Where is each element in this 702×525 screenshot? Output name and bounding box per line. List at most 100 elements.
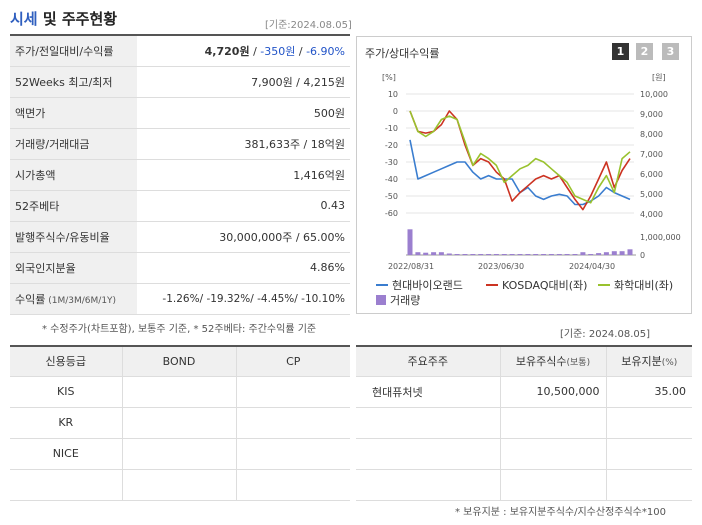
table-cell: [356, 407, 501, 439]
stats-row: 주가/전일대비/수익률 4,720원 / -350원 / -6.90%: [10, 36, 350, 68]
table-row: [356, 438, 692, 470]
table-row: [10, 469, 350, 501]
right-axis-tick-label: 6,000: [640, 170, 663, 179]
major-shareholders-table: 주요주주 보유주식수(보통) 보유지분(%) 현대퓨처넷 10,500,000 35…: [356, 345, 692, 501]
column-header: BOND: [122, 346, 237, 377]
left-axis-unit: [%]: [382, 73, 396, 82]
table-cell: KIS: [10, 376, 123, 408]
volume-bar: [611, 251, 617, 255]
legend-swatch: [376, 295, 386, 305]
right-axis-tick-label: 7,000: [640, 150, 663, 159]
table-cell: [606, 407, 692, 439]
stats-top-border: [10, 34, 350, 36]
column-header: 주요주주: [356, 346, 501, 377]
table-row: KIS: [10, 376, 350, 408]
volume-tick-zero: 0: [640, 251, 645, 260]
left-axis-tick-label: -30: [385, 158, 398, 167]
right-axis-ticks: 10,000 9,000 8,000 7,000 6,000 5,000 4,000: [640, 90, 668, 219]
stats-label: 52Weeks 최고/최저: [10, 66, 137, 99]
table-cell: [122, 407, 237, 439]
table-row: NICE: [10, 438, 350, 470]
volume-tick-max: 1,000,000: [640, 233, 681, 242]
chart-page-3-button[interactable]: 3: [662, 43, 679, 60]
left-axis-tick-label: -20: [385, 141, 398, 150]
legend-item-volume: 거래량: [376, 292, 420, 308]
x-tick-label: 2024/04/30: [569, 262, 615, 271]
volume-bar: [596, 253, 602, 255]
table-cell: [122, 469, 237, 501]
stats-value: 0.43: [137, 190, 350, 222]
table-cell: [236, 407, 350, 439]
table-cell: [356, 469, 501, 501]
series-line: [409, 110, 631, 204]
left-axis-tick-label: 0: [393, 107, 398, 116]
table-cell: [10, 469, 123, 501]
table-cell: [236, 469, 350, 501]
column-header: 보유지분(%): [606, 346, 692, 377]
table-row: [356, 469, 692, 501]
chart-title: 주가/상대수익률: [365, 47, 440, 60]
table-row: 현대퓨처넷 10,500,000 35.00: [356, 376, 692, 408]
stats-row: 시가총액 1,416억원: [10, 159, 350, 191]
table-row: [356, 407, 692, 439]
volume-bar: [486, 254, 492, 255]
volume-bar: [454, 254, 460, 255]
volume-bar: [588, 254, 594, 255]
volume-bar: [580, 252, 586, 256]
stats-row: 수익률 (1M/3M/6M/1Y) -1.26%/ -19.32%/ -4.45…: [10, 283, 350, 315]
table-header-row: 주요주주 보유주식수(보통) 보유지분(%): [356, 346, 692, 377]
table-cell: [122, 376, 237, 408]
stats-footnote: * 수정주가(차트포함), 보통주 기준, * 52주베타: 주간수익률 기준: [42, 324, 317, 335]
table-cell: [356, 438, 501, 470]
table-cell: 35.00: [606, 376, 692, 408]
stats-row: 외국인지분율 4.86%: [10, 252, 350, 284]
volume-bar: [478, 254, 484, 255]
volume-bar: [564, 254, 570, 255]
volume-bar: [556, 254, 562, 255]
stats-value: 7,900원 / 4,215원: [137, 66, 350, 99]
stats-row: 발행주식수/유동비율 30,000,000주 / 65.00%: [10, 221, 350, 253]
holders-footnote: * 보유지분 : 보유지분주식수/지수산정주식수*100: [455, 507, 666, 518]
table-cell: [122, 438, 237, 470]
stats-value: 500원: [137, 97, 350, 130]
chart-page-2-button[interactable]: 2: [636, 43, 653, 60]
table-cell: [236, 376, 350, 408]
left-axis-ticks: 10 0 -10 -20 -30 -40 -50 -60: [385, 90, 398, 218]
volume-bar: [533, 254, 539, 255]
column-header: 보유주식수(보통): [500, 346, 607, 377]
volume-bars: [407, 229, 633, 256]
volume-bar: [446, 253, 452, 255]
table-cell: 10,500,000: [500, 376, 607, 408]
table-row: KR: [10, 407, 350, 439]
stats-value: 1,416억원: [137, 159, 350, 191]
right-axis-unit: [원]: [652, 73, 666, 82]
stats-row: 52Weeks 최고/최저 7,900원 / 4,215원: [10, 66, 350, 99]
stats-value: -1.26%/ -19.32%/ -4.45%/ -10.10%: [137, 283, 350, 315]
table-cell: [500, 438, 607, 470]
chart-panel: [356, 36, 692, 314]
stats-label: 주가/전일대비/수익률: [10, 36, 137, 68]
series-line: [409, 110, 631, 211]
left-axis-tick-label: -10: [385, 124, 398, 133]
volume-bar: [619, 251, 625, 255]
volume-bar: [407, 229, 413, 255]
table-cell: [606, 438, 692, 470]
legend-item-company: 현대바이오랜드: [376, 277, 463, 293]
table-cell: [236, 438, 350, 470]
chart-gridlines: [406, 93, 634, 214]
stats-value: 4,720원 / -350원 / -6.90%: [137, 36, 350, 68]
stats-value: 381,633주 / 18억원: [137, 128, 350, 161]
table-cell: [500, 407, 607, 439]
legend-swatch: [486, 284, 498, 286]
table-cell: NICE: [10, 438, 123, 470]
stats-row: 거래량/거래대금 381,633주 / 18억원: [10, 128, 350, 161]
column-header: 신용등급: [10, 346, 123, 377]
chart-page-1-button[interactable]: 1: [612, 43, 629, 60]
right-axis-tick-label: 10,000: [640, 90, 668, 99]
right-axis-tick-label: 8,000: [640, 130, 663, 139]
table-cell: [500, 469, 607, 501]
volume-bar: [541, 254, 547, 255]
stats-value: 30,000,000주 / 65.00%: [137, 221, 350, 253]
volume-bar: [415, 252, 421, 256]
stats-row: 액면가 500원: [10, 97, 350, 130]
